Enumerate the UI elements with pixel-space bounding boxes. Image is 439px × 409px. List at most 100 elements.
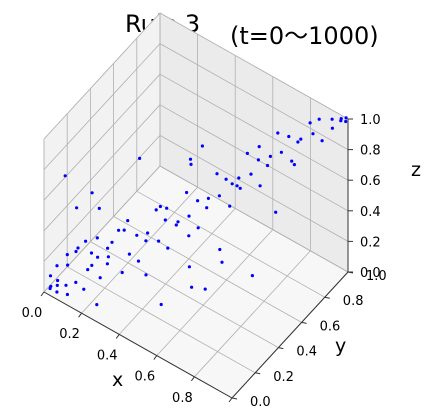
- data-point: [200, 144, 204, 148]
- data-point: [86, 268, 90, 272]
- grid-line: [43, 165, 161, 293]
- data-point: [82, 287, 86, 291]
- grid-line: [43, 73, 161, 201]
- data-point: [217, 194, 221, 198]
- grid-line: [194, 250, 311, 378]
- data-point: [230, 182, 234, 186]
- data-point: [292, 163, 296, 167]
- z-tick-label: 0.2: [360, 235, 381, 250]
- data-point: [166, 246, 170, 250]
- data-point: [96, 255, 100, 259]
- y-tick-label: 0.8: [343, 294, 364, 309]
- data-point: [106, 246, 110, 250]
- axes: [43, 119, 349, 399]
- data-point: [205, 206, 209, 210]
- data-point: [55, 283, 59, 287]
- data-point: [120, 270, 124, 275]
- data-point: [144, 273, 148, 277]
- data-point: [56, 278, 60, 283]
- x-axis-line: [43, 291, 233, 399]
- grid-line: [43, 12, 161, 140]
- data-point: [136, 259, 141, 263]
- data-point: [122, 228, 126, 232]
- grid-line: [43, 104, 161, 232]
- y-tick-label: 0.2: [273, 370, 294, 385]
- x-tick-mark: [190, 376, 195, 382]
- x-tick-label: 0.0: [22, 306, 43, 321]
- data-point: [224, 177, 228, 181]
- x-tick-label: 0.8: [172, 391, 193, 406]
- data-point: [308, 121, 312, 125]
- data-point: [187, 265, 191, 269]
- ticks: 0.00.20.40.60.81.00.00.20.40.60.81.00.00…: [22, 113, 387, 409]
- data-point: [287, 134, 291, 139]
- z-axis-label: z: [411, 159, 421, 181]
- data-point: [65, 253, 69, 257]
- data-point: [330, 126, 334, 130]
- data-point: [235, 184, 239, 188]
- x-tick-mark: [115, 334, 120, 339]
- data-point: [249, 172, 253, 176]
- z-tick-label: 0.0: [360, 266, 381, 281]
- y-tick-mark: [255, 372, 261, 375]
- x-tick-mark: [153, 355, 158, 360]
- y-tick-label: 0.6: [320, 319, 341, 334]
- data-point: [215, 172, 219, 176]
- grid-line: [113, 216, 302, 323]
- y-tick-label: 0.0: [250, 395, 271, 409]
- data-point: [189, 162, 193, 166]
- data-point: [158, 204, 162, 209]
- data-point: [90, 191, 94, 195]
- data-point: [117, 228, 121, 232]
- data-point: [65, 292, 69, 297]
- data-point: [250, 274, 254, 278]
- y-tick-mark: [324, 296, 330, 299]
- data-point: [95, 236, 99, 240]
- data-point: [238, 186, 242, 190]
- data-point: [237, 176, 241, 180]
- z-tick-label: 0.4: [360, 205, 381, 220]
- points: [48, 116, 348, 307]
- data-point: [64, 283, 68, 287]
- data-point: [190, 285, 194, 289]
- grid-line: [81, 186, 198, 314]
- grid-line: [90, 241, 279, 348]
- data-point: [265, 163, 270, 168]
- y-axis-line: [231, 271, 349, 399]
- data-point: [97, 206, 101, 210]
- data-point: [55, 290, 59, 294]
- y-tick-mark: [231, 397, 238, 400]
- data-point: [98, 276, 102, 280]
- data-point: [290, 159, 294, 163]
- data-point: [344, 119, 348, 124]
- data-point: [49, 284, 53, 288]
- data-point: [63, 174, 67, 178]
- data-point: [203, 287, 207, 291]
- grid-line: [159, 104, 349, 212]
- data-point: [218, 247, 222, 252]
- data-point: [317, 117, 321, 121]
- data-point: [76, 246, 80, 250]
- data-point: [110, 240, 114, 244]
- data-point: [55, 264, 59, 268]
- data-point: [157, 239, 161, 243]
- data-point: [268, 154, 272, 158]
- data-point: [206, 196, 210, 200]
- x-axis-label: x: [112, 369, 123, 391]
- data-point: [75, 206, 79, 210]
- data-point: [89, 251, 94, 255]
- data-point: [187, 234, 191, 238]
- y-tick-mark: [278, 347, 284, 350]
- data-point: [90, 263, 94, 267]
- data-point: [159, 302, 163, 307]
- data-point: [279, 150, 283, 154]
- data-point: [339, 117, 343, 121]
- grid-line: [159, 43, 349, 150]
- data-point: [127, 252, 131, 256]
- grid: [43, 12, 349, 399]
- data-point: [146, 231, 150, 235]
- data-point: [257, 145, 261, 149]
- y-tick-mark: [301, 321, 307, 324]
- data-point: [176, 220, 180, 224]
